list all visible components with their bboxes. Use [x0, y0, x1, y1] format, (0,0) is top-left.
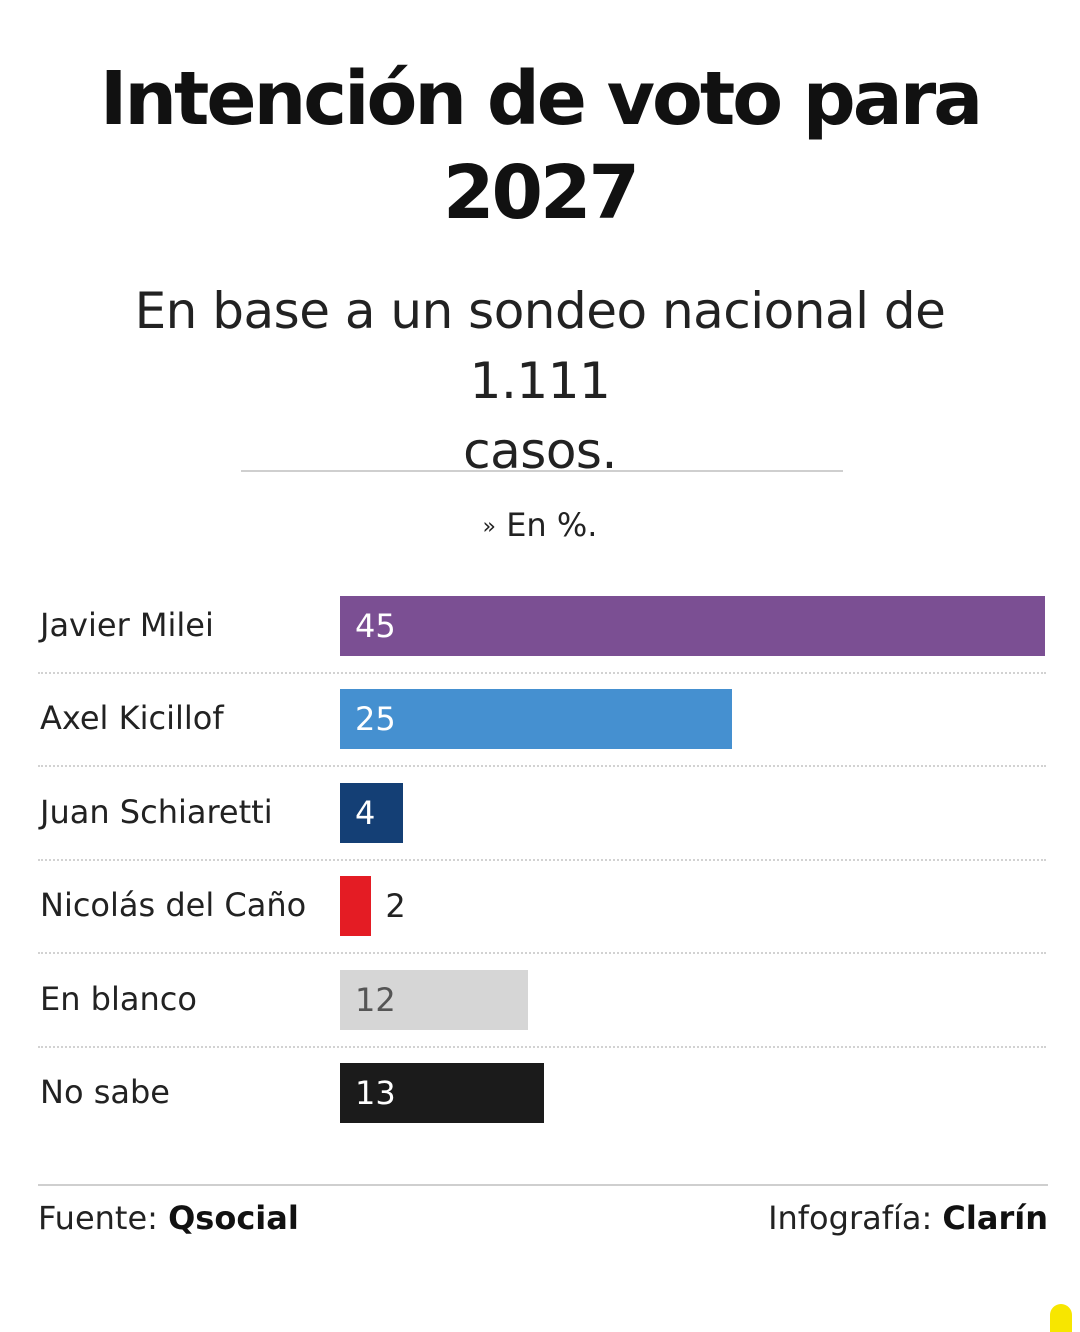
- category-label: Juan Schiaretti: [40, 792, 273, 831]
- value-label: 12: [355, 980, 396, 1019]
- header-divider: [241, 470, 843, 472]
- footer-credit-value: Clarín: [942, 1199, 1048, 1237]
- bar: [340, 596, 1045, 656]
- chart-subtitle-line-2: casos.: [463, 422, 617, 480]
- row-separator: [38, 672, 1046, 674]
- category-label: Nicolás del Caño: [40, 886, 307, 925]
- chart-title-line-1: Intención de voto para: [99, 56, 983, 142]
- value-label: 2: [385, 887, 406, 926]
- row-separator: [38, 765, 1046, 768]
- value-label: 25: [355, 700, 396, 739]
- row-separator: [38, 952, 1046, 955]
- category-label: Axel Kicillof: [40, 699, 224, 738]
- footer-source: Fuente: Qsocial: [38, 1196, 299, 1240]
- bar: [340, 876, 372, 937]
- value-label: 45: [355, 607, 396, 645]
- double-chevron-right-icon: »: [482, 514, 497, 540]
- unit-note: » En %.: [340, 506, 740, 544]
- footer-credit: Infografía: Clarín: [768, 1196, 1048, 1240]
- footer-divider: [38, 1184, 1048, 1186]
- bar: [340, 969, 528, 1030]
- footer-source-label: Fuente:: [38, 1199, 158, 1237]
- category-label: No sabe: [40, 1073, 170, 1111]
- chart-subtitle: En base a un sondeo nacional de 1.111 ca…: [60, 276, 1020, 486]
- chart-title: Intención de voto para 2027: [60, 52, 1020, 240]
- category-label: En blanco: [40, 979, 197, 1018]
- row-separator: [38, 1045, 1046, 1048]
- value-label: 4: [355, 793, 376, 832]
- chart-title-line-2: 2027: [443, 150, 640, 236]
- category-label: Javier Milei: [40, 606, 214, 644]
- bar: [340, 689, 732, 750]
- chart-subtitle-line-1: En base a un sondeo nacional de 1.111: [134, 282, 946, 410]
- value-label: 13: [355, 1074, 396, 1112]
- bar: [340, 782, 403, 843]
- footer-source-value: Qsocial: [168, 1199, 299, 1237]
- bar: [340, 1063, 544, 1123]
- corner-decoration: [1050, 1304, 1072, 1332]
- row-separator: [38, 858, 1046, 861]
- footer-credit-label: Infografía:: [768, 1199, 933, 1237]
- unit-label: En %.: [506, 506, 598, 544]
